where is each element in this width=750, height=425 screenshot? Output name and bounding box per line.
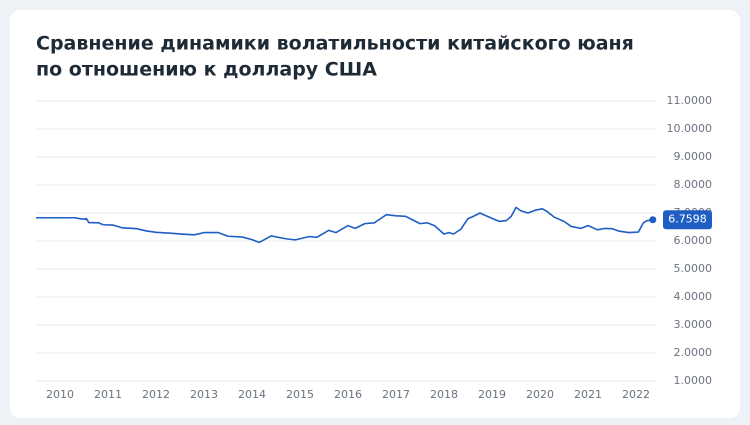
- x-tick-label: 2015: [286, 388, 314, 401]
- y-tick-label: 3.0000: [674, 318, 713, 331]
- x-tick-label: 2010: [46, 388, 74, 401]
- x-tick-label: 2020: [526, 388, 554, 401]
- card: [10, 10, 740, 418]
- chart-title: Сравнение динамики волатильности китайск…: [36, 33, 634, 55]
- y-tick-label: 9.0000: [674, 150, 713, 163]
- x-tick-label: 2022: [622, 388, 650, 401]
- x-tick-label: 2021: [574, 388, 602, 401]
- end-label: 6.7598: [668, 213, 707, 226]
- end-point: [649, 216, 657, 224]
- y-tick-label: 2.0000: [674, 346, 713, 359]
- y-tick-label: 11.0000: [667, 94, 713, 107]
- y-tick-label: 5.0000: [674, 262, 713, 275]
- y-tick-label: 4.0000: [674, 290, 713, 303]
- x-tick-label: 2017: [382, 388, 410, 401]
- y-tick-label: 1.0000: [674, 374, 713, 387]
- x-tick-label: 2012: [142, 388, 170, 401]
- end-label-bg: [663, 210, 712, 230]
- y-tick-label: 8.0000: [674, 178, 713, 191]
- x-tick-label: 2018: [430, 388, 458, 401]
- x-tick-label: 2011: [94, 388, 122, 401]
- line: [36, 206, 653, 244]
- chart-title: по отношению к доллару США: [36, 59, 377, 81]
- y-tick-label: 6.0000: [674, 234, 713, 247]
- x-tick-label: 2014: [238, 388, 266, 401]
- x-tick-label: 2013: [190, 388, 218, 401]
- x-tick-label: 2016: [334, 388, 362, 401]
- x-tick-label: 2019: [478, 388, 506, 401]
- y-tick-label: 10.0000: [667, 122, 713, 135]
